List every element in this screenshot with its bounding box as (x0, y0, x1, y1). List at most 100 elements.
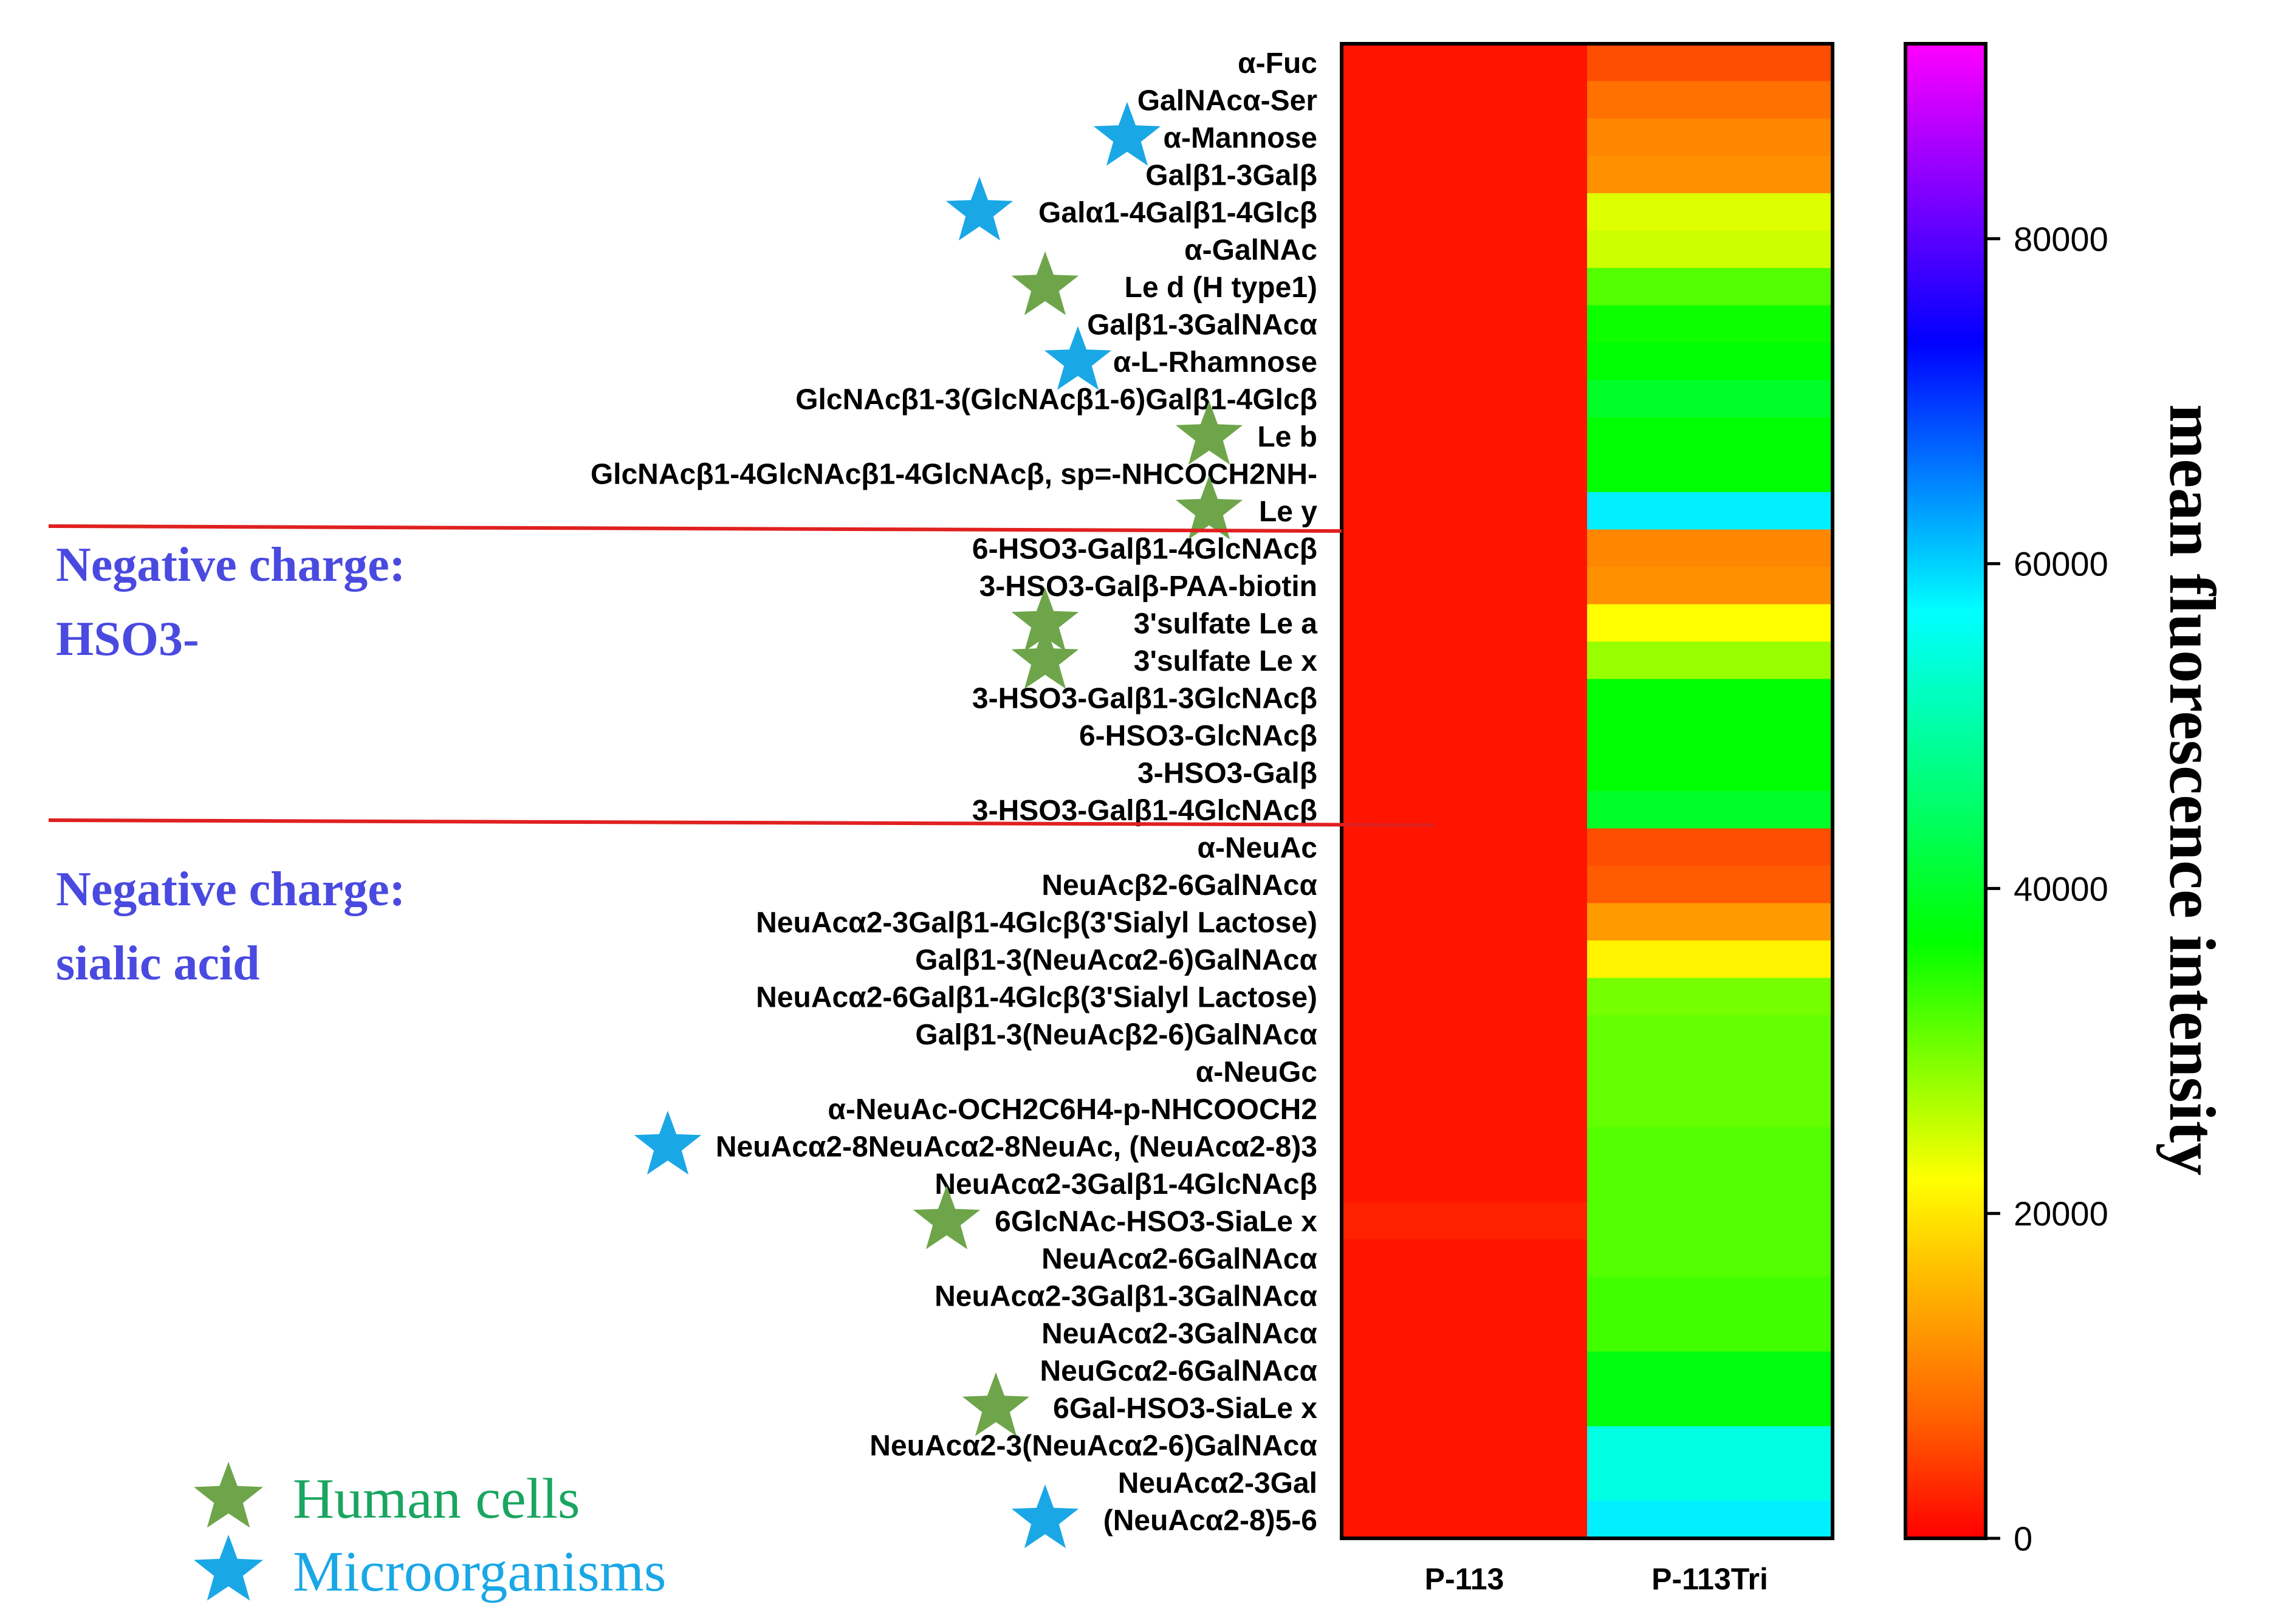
legend: Human cells Microorganisms (193, 1462, 666, 1603)
heatmap-cell (1342, 1426, 1588, 1464)
row-label: NeuAcβ2-6GalNAcα (1041, 869, 1317, 902)
row-label: Le y (1259, 496, 1317, 528)
row-label: Galβ1-3Galβ (1145, 159, 1317, 191)
heatmap-cell (1587, 753, 1833, 792)
heatmap-cell (1342, 81, 1588, 119)
row-label: Galβ1-3(NeuAcβ2-6)GalNAcα (915, 1019, 1317, 1051)
heatmap-cell (1587, 343, 1833, 381)
row-label: (NeuAcα2-8)5-6 (1103, 1504, 1317, 1537)
human-cells-star-icon (1175, 400, 1243, 465)
heatmap-cell (1342, 193, 1588, 231)
heatmap-cell (1342, 1052, 1588, 1091)
row-label: 3-HSO3-Galβ1-3GlcNAcβ (972, 682, 1317, 714)
human-cells-star-icon (193, 1462, 264, 1528)
human-cells-star-icon (1011, 251, 1079, 315)
heatmap-cell (1342, 567, 1588, 605)
row-label: GlcNAcβ1-3(GlcNAcβ1-6)Galβ1-4Glcβ (795, 383, 1317, 416)
heatmap-cell (1342, 529, 1588, 567)
row-label: Le b (1257, 421, 1317, 453)
human-cells-star-icon (1011, 625, 1079, 689)
row-label: 6-HSO3-GlcNAcβ (1079, 720, 1317, 752)
heatmap-cell (1587, 1314, 1833, 1352)
heatmap-cell (1587, 679, 1833, 717)
row-label: NeuAcα2-3Galβ1-3GalNAcα (935, 1280, 1317, 1312)
row-label: NeuAcα2-3Gal (1118, 1467, 1317, 1499)
heatmap-cell (1342, 156, 1588, 194)
row-label: α-NeuGc (1196, 1056, 1317, 1088)
microorganisms-star-icon (945, 176, 1013, 241)
heatmap-cell (1342, 940, 1588, 979)
heatmap-cell (1342, 1276, 1588, 1315)
colorbar-title: mean fluorescence intensity (2156, 404, 2228, 1176)
heatmap-cell (1587, 903, 1833, 941)
heatmap-cell (1587, 529, 1833, 567)
row-label: NeuAcα2-3Galβ1-4Glcβ(3'Sialyl Lactose) (756, 906, 1317, 939)
row-label: α-Mannose (1163, 122, 1317, 154)
heatmap-cell (1342, 1015, 1588, 1054)
heatmap-cell (1342, 305, 1588, 343)
heatmap-cell (1587, 866, 1833, 904)
row-label: NeuAcα2-3GalNAcα (1041, 1318, 1317, 1350)
colorbar-tick-label: 40000 (2014, 869, 2108, 908)
heatmap-cell (1587, 81, 1833, 119)
row-label: α-GalNAc (1184, 234, 1317, 266)
microorganisms-star-icon (193, 1535, 264, 1601)
row-label: 6GlcNAc-HSO3-SiaLe x (995, 1205, 1317, 1238)
heatmap-cell (1342, 417, 1588, 456)
heatmap-cell (1587, 268, 1833, 306)
row-label: 3'sulfate Le x (1134, 645, 1318, 677)
heatmap-cell (1587, 1090, 1833, 1128)
heatmap-cell (1342, 1464, 1588, 1502)
column-label-p113: P-113 (1425, 1562, 1504, 1596)
colorbar-tick-label: 0 (2014, 1520, 2032, 1558)
colorbar-tick-label: 80000 (2014, 220, 2108, 258)
legend-label-human-cells: Human cells (293, 1467, 580, 1530)
row-label: α-NeuAc (1197, 832, 1317, 864)
microorganisms-star-icon (1093, 101, 1161, 166)
heatmap-cell (1342, 118, 1588, 157)
heatmap-cell (1587, 978, 1833, 1016)
heatmap-cell (1587, 1426, 1833, 1464)
heatmap-cell (1587, 1127, 1833, 1165)
heatmap-cell (1587, 492, 1833, 530)
heatmap-cell (1342, 380, 1588, 418)
section-label-hso3-line2: HSO3- (56, 612, 199, 666)
heatmap-cell (1587, 716, 1833, 755)
divider-sialic (48, 818, 1435, 827)
row-label: GlcNAcβ1-4GlcNAcβ1-4GlcNAcβ, sp=-NHCOCH2… (591, 458, 1317, 490)
heatmap-cell (1342, 791, 1588, 829)
divider-hso3 (48, 524, 1342, 533)
row-label: 3-HSO3-Galβ-PAA-biotin (979, 570, 1317, 603)
row-label: 6-HSO3-Galβ1-4GlcNAcβ (972, 533, 1317, 565)
heatmap-cell (1587, 454, 1833, 493)
heatmap-cell (1587, 1165, 1833, 1203)
row-label: α-L-Rhamnose (1113, 346, 1317, 379)
heatmap-cell (1342, 343, 1588, 381)
row-label: 3'sulfate Le a (1134, 608, 1318, 640)
microorganisms-star-icon (1044, 326, 1112, 390)
section-label-sialic-line2: sialic acid (56, 937, 260, 990)
row-label: Galβ1-3(NeuAcα2-6)GalNAcα (915, 944, 1317, 976)
heatmap-cell (1342, 1389, 1588, 1427)
heatmap-cell (1342, 1501, 1588, 1539)
heatmap-cell (1342, 716, 1588, 755)
microorganisms-star-icon (634, 1111, 702, 1175)
row-label: Galβ1-3GalNAcα (1087, 309, 1317, 341)
row-label: 3-HSO3-Galβ (1137, 757, 1317, 789)
heatmap-cell (1342, 1090, 1588, 1128)
row-markers (634, 101, 1243, 1549)
colorbar-tick-label: 60000 (2014, 545, 2108, 583)
heatmap-cell (1342, 1351, 1588, 1389)
microorganisms-star-icon (1011, 1484, 1079, 1549)
heatmap-cell (1587, 604, 1833, 642)
column-label-p113tri: P-113Tri (1651, 1562, 1768, 1596)
heatmap-cell (1587, 791, 1833, 829)
heatmap-cell (1342, 492, 1588, 530)
heatmap-cell (1342, 679, 1588, 717)
heatmap-cells (1342, 44, 1833, 1539)
human-cells-star-icon (1175, 475, 1243, 540)
heatmap-cell (1342, 978, 1588, 1016)
heatmap-cell (1342, 1314, 1588, 1352)
heatmap-cell (1342, 230, 1588, 269)
